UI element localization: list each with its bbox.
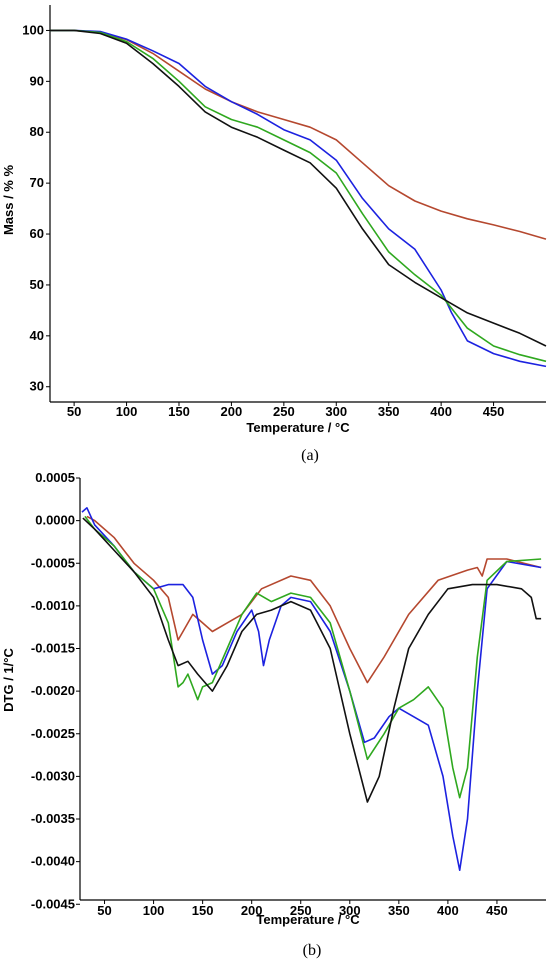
panel-caption-b: (b) — [303, 942, 322, 959]
y-tick-label: -0.0010 — [31, 598, 75, 613]
x-tick-label: 250 — [290, 903, 312, 918]
y-tick-label: -0.0005 — [31, 555, 75, 570]
y-tick-label: 50 — [30, 277, 44, 292]
panel-caption-a: (a) — [301, 447, 319, 464]
y-tick-label: 90 — [30, 73, 44, 88]
y-tick-label: -0.0025 — [31, 726, 75, 741]
y-tick-label: 30 — [30, 379, 44, 394]
chart-panel-a: 100 90 80 70 60 50 40 30 50 100 150 200 250 300 350 400… — [1, 5, 547, 464]
plot-area-a: 100 90 80 70 60 50 40 30 50 100 150 200 250 300 350 400… — [22, 5, 547, 419]
y-tick-label: 70 — [30, 175, 44, 190]
series-line-b-3 — [82, 517, 542, 803]
x-tick-label: 150 — [168, 404, 190, 419]
x-axis-title-b: Temperature / °C — [256, 912, 360, 927]
x-tick-label: 150 — [192, 903, 214, 918]
x-tick-label: 450 — [486, 903, 508, 918]
y-tick-label: -0.0040 — [31, 854, 75, 869]
y-tick-label: 0.0005 — [35, 470, 75, 485]
x-tick-label: 200 — [221, 404, 243, 419]
y-tick-label: 100 — [22, 22, 44, 37]
x-tick-label: 300 — [325, 404, 347, 419]
series-line-b-1 — [81, 507, 542, 871]
x-tick-label: 50 — [67, 404, 81, 419]
x-tick-label: 400 — [437, 903, 459, 918]
y-tick-label: -0.0015 — [31, 641, 75, 656]
y-axis-title-b: DTG / 1/°C — [1, 648, 16, 712]
series-line-a-1 — [50, 29, 547, 368]
y-tick-label: 80 — [30, 124, 44, 139]
series-line-a-2 — [50, 29, 547, 363]
series-line-b-0 — [86, 515, 542, 684]
x-tick-label: 350 — [388, 903, 410, 918]
x-tick-label: 250 — [273, 404, 295, 419]
y-tick-label: -0.0030 — [31, 768, 75, 783]
y-axis-title-a: Mass / % % — [1, 165, 16, 236]
plot-area-b: 0.0005 0.0000 -0.0005 -0.0010 -0.0015 -0.0020… — [31, 470, 546, 918]
x-tick-label: 100 — [143, 903, 165, 918]
y-tick-label: 0.0000 — [35, 513, 75, 528]
y-tick-label: 40 — [30, 328, 44, 343]
chart-panel-b: 0.0005 0.0000 -0.0005 -0.0010 -0.0015 -0.0020… — [1, 470, 546, 959]
x-tick-label: 350 — [378, 404, 400, 419]
y-tick-label: -0.0045 — [31, 896, 75, 911]
x-tick-label: 100 — [116, 404, 138, 419]
x-tick-label: 400 — [430, 404, 452, 419]
y-tick-label: -0.0035 — [31, 811, 75, 826]
x-tick-label: 50 — [97, 903, 111, 918]
x-tick-label: 300 — [339, 903, 361, 918]
y-tick-label: 60 — [30, 226, 44, 241]
x-axis-title-a: Temperature / °C — [246, 420, 350, 435]
y-tick-label: -0.0020 — [31, 683, 75, 698]
series-line-a-3 — [50, 29, 547, 347]
x-tick-label: 450 — [483, 404, 505, 419]
x-tick-label: 200 — [241, 903, 263, 918]
